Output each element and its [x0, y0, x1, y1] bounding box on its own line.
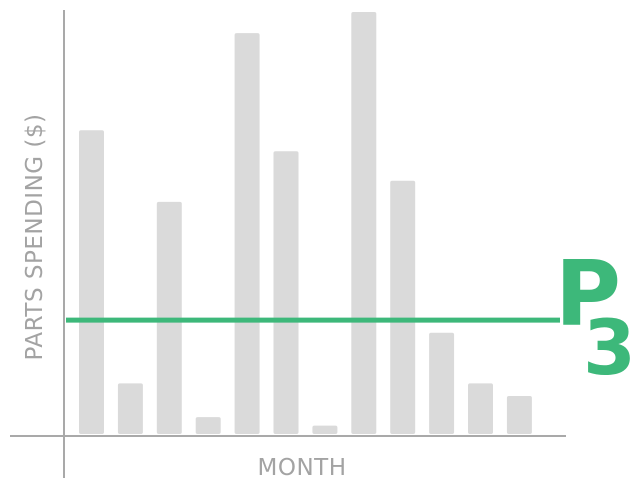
bar: [506, 396, 532, 434]
bar: [312, 425, 338, 434]
bar: [351, 12, 377, 434]
bar: [273, 151, 299, 435]
p3-logo: P 3: [555, 242, 636, 392]
bar: [234, 33, 260, 434]
x-axis-title: MONTH: [258, 455, 347, 479]
logo-number: 3: [583, 303, 636, 392]
logo-letter: P: [555, 242, 621, 347]
bar: [117, 383, 143, 434]
bar: [195, 417, 221, 434]
y-axis-title: PARTS SPENDING ($): [22, 113, 48, 360]
bar: [79, 130, 104, 434]
bar: [429, 332, 455, 434]
bar: [390, 180, 416, 434]
bar: [468, 383, 493, 434]
bars: [79, 12, 532, 435]
